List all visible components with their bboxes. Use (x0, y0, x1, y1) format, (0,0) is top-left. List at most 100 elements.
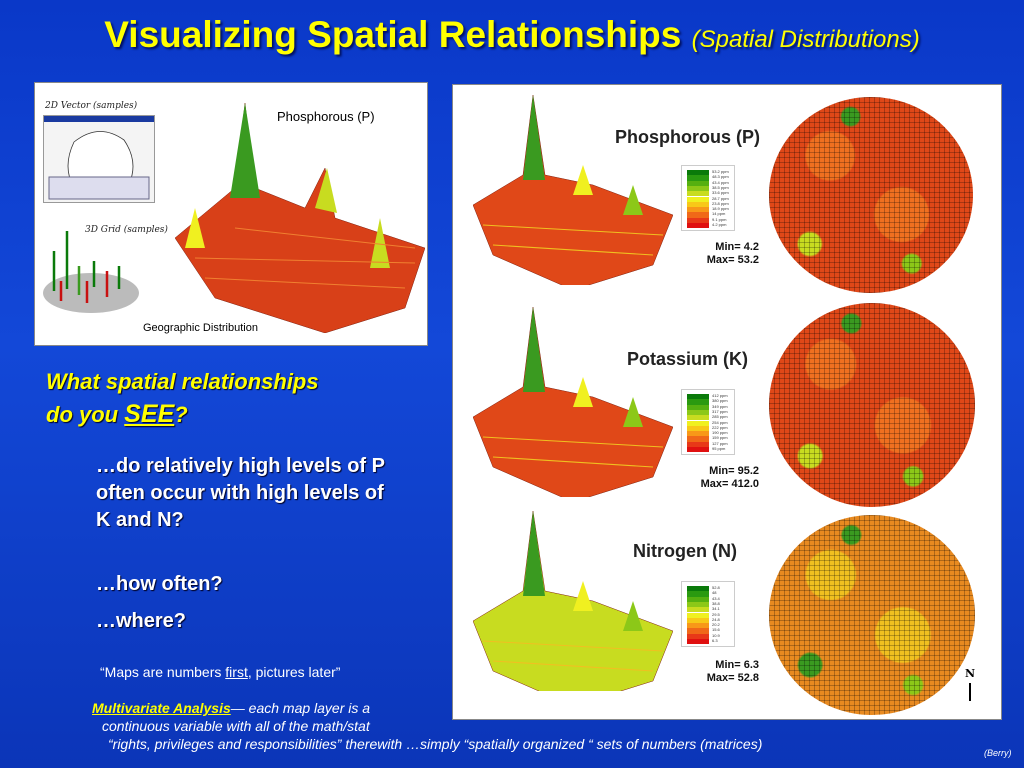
north-arrow-icon (969, 683, 971, 701)
legend-value: 52.8 (712, 585, 720, 590)
multivariate-note: Multivariate Analysis— each map layer is… (92, 699, 762, 753)
legend-value: 254 ppm (712, 419, 728, 425)
quote: “Maps are numbers first, pictures later” (100, 664, 340, 680)
legend-value: 159 ppm (712, 435, 728, 441)
color-legend: 53.2 ppm 48.3 ppm 43.4 ppm 38.5 ppm 33.6 ppm… (681, 165, 735, 231)
min-value: Min= 4.2 (715, 241, 759, 253)
3d-grid-samples-image (43, 231, 139, 313)
legend-swatch (687, 601, 709, 608)
legend-swatch (687, 201, 709, 208)
legend-value: 48.3 ppm (712, 174, 729, 180)
question-line2: do you (46, 402, 125, 427)
legend-swatch (687, 212, 709, 218)
color-legend: 412 ppm 380 ppm 349 ppm 317 ppm 285 ppm 254 p… (681, 389, 735, 455)
min-value: Min= 95.2 (709, 465, 759, 477)
legend-swatch (687, 180, 709, 186)
question-line1: What spatial relationships (46, 369, 319, 394)
legend-swatch (687, 623, 709, 629)
bullet-1: …do relatively high levels of P often oc… (96, 455, 385, 531)
min-max: Min= 95.2 Max= 412.0 (671, 465, 759, 491)
legend-swatch (687, 436, 709, 442)
legend-swatch (687, 612, 709, 618)
legend-value: 24.8 (712, 616, 720, 622)
legend-swatch (687, 447, 709, 453)
surface-title: Phosphorous (P) (277, 109, 375, 124)
legend-value: 4.2 ppm (712, 222, 727, 227)
max-value: Max= 53.2 (706, 254, 759, 266)
credit: (Berry) (984, 748, 1012, 758)
legend-swatch (687, 633, 709, 639)
legend-swatch (687, 596, 709, 602)
max-value: Max= 412.0 (700, 478, 759, 490)
legend-value: 33.6 ppm (712, 190, 729, 196)
legend-swatch (687, 420, 709, 426)
legend-value: 43.4 (712, 595, 720, 601)
label-2d-vector: 2D Vector (samples) (45, 101, 138, 111)
legend-swatch (687, 394, 709, 400)
legend-value: 38.5 ppm (712, 184, 729, 190)
legend-swatch (687, 185, 709, 192)
legend-swatch (687, 425, 709, 432)
quote-emphasis: first (225, 664, 248, 680)
layer-title: Nitrogen (N) (633, 541, 737, 561)
circular-grid-map (769, 515, 975, 715)
legend-swatch (687, 207, 709, 213)
3d-surface-plot (473, 95, 673, 285)
slide-title: Visualizing Spatial Relationships (Spati… (0, 14, 1024, 56)
legend-value: 29.5 (712, 611, 720, 617)
legend-value: 127 ppm (712, 440, 728, 446)
legend-swatch (687, 404, 709, 410)
question: What spatial relationships do you SEE? (46, 366, 319, 431)
question-mark: ? (174, 402, 188, 427)
title-subtitle: (Spatial Distributions) (691, 26, 920, 53)
circular-grid-map (769, 97, 973, 293)
legend-value: 20.2 (712, 622, 720, 628)
3d-surface-plot (473, 307, 673, 497)
legend-value: 349 ppm (712, 403, 728, 409)
legend-value: 190 ppm (712, 430, 728, 436)
legend-value: 6.3 (712, 638, 718, 643)
label-3d-grid: 3D Grid (samples) (85, 225, 168, 235)
layer-title: Potassium (K) (627, 349, 749, 369)
legend-swatch (687, 409, 709, 416)
legend-value: 18.9 ppm (712, 206, 729, 212)
sample-illustration-panel: 2D Vector (samples) 3D Grid (samples) Ph… (34, 82, 428, 346)
legend-value: 317 ppm (712, 408, 728, 414)
legend-value: 380 ppm (712, 398, 728, 404)
legend-swatch (687, 617, 709, 624)
multivariate-text1: — each map layer is a (230, 700, 371, 716)
caption-geographic-distribution: Geographic Distribution (143, 322, 258, 334)
legend-swatch (687, 591, 709, 597)
multivariate-text2: continuous variable with all of the math… (102, 718, 370, 734)
legend-swatch (687, 441, 709, 447)
bullet-3: …where? (96, 610, 187, 632)
question-emphasis: SEE (124, 400, 175, 428)
legend-swatch (687, 170, 709, 176)
legend-swatch (687, 607, 709, 613)
legend-value: 222 ppm (712, 424, 728, 430)
multivariate-text3: “rights, privileges and responsibilities… (108, 736, 763, 752)
legend-value: 412 ppm (712, 393, 728, 398)
multivariate-term: Multivariate Analysis (92, 700, 231, 716)
north-arrow-label: N (965, 667, 976, 680)
legend-swatch (687, 191, 709, 197)
legend-value: 285 ppm (712, 414, 728, 420)
legend-swatch (687, 223, 709, 229)
max-value: Max= 52.8 (706, 672, 759, 684)
circular-grid-map (769, 303, 975, 507)
legend-value: 9.1 ppm (712, 216, 727, 222)
legend-value: 43.4 ppm (712, 179, 729, 185)
legend-value: 48 (712, 590, 717, 596)
legend-swatch (687, 586, 709, 592)
2d-vector-window-image (43, 115, 155, 203)
min-value: Min= 6.3 (715, 659, 759, 671)
legend-swatch (687, 217, 709, 223)
color-legend: 52.8 48 43.4 38.8 34.1 29.5 24.8 20.2 15.6 10.9 6.… (681, 581, 735, 647)
legend-value: 34.1 (712, 606, 720, 612)
layer-maps-panel: Phosphorous (P) 53.2 ppm 48.3 ppm 43.4 ppm 3… (452, 84, 1002, 720)
legend-swatch (687, 628, 709, 634)
legend-value: 10.9 (712, 632, 720, 638)
title-main: Visualizing Spatial Relationships (104, 14, 682, 55)
bullet-2: …how often? (96, 573, 223, 595)
legend-value: 15.6 (712, 627, 720, 633)
